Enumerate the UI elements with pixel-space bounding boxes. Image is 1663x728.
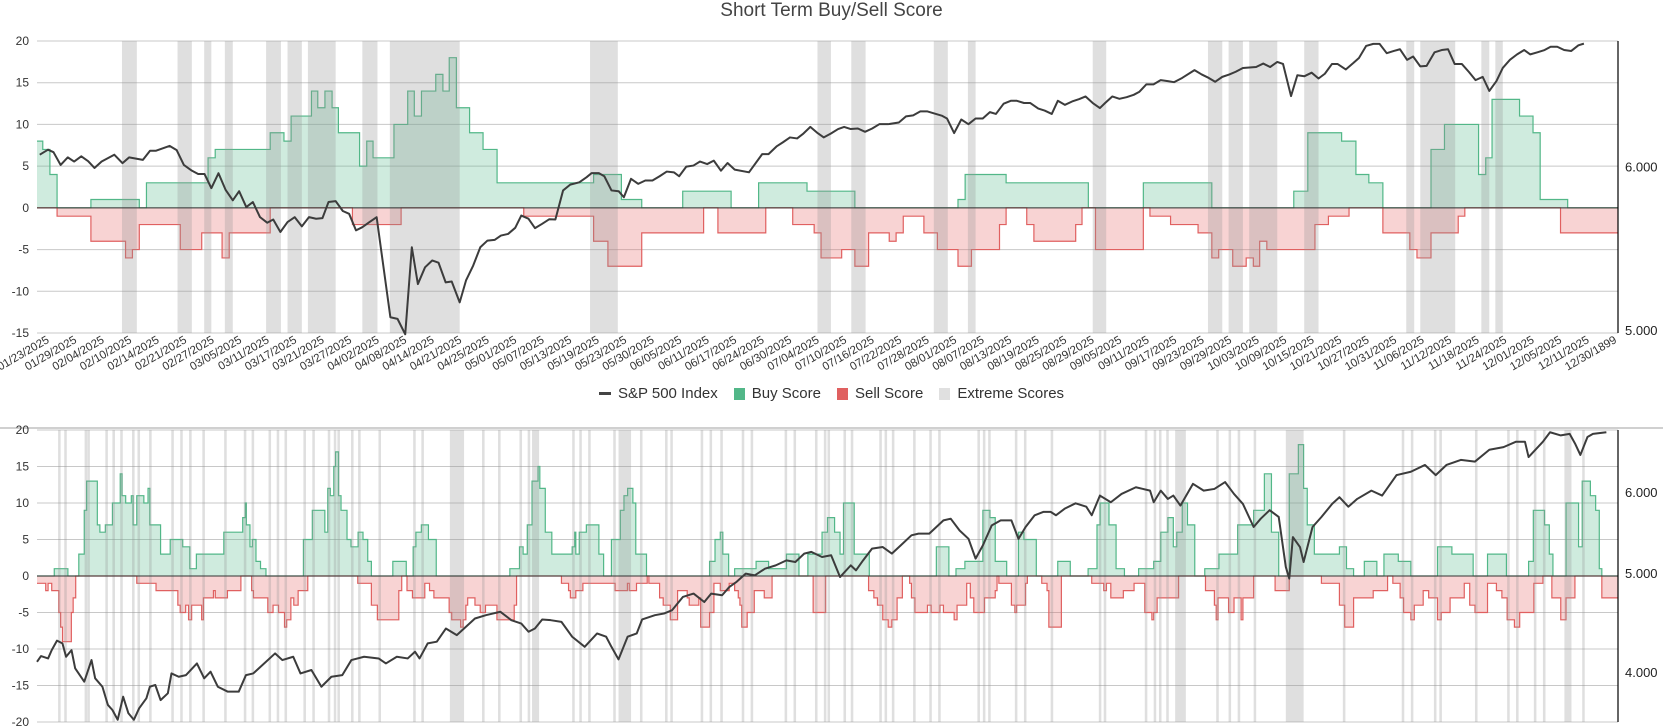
legend-item-sell[interactable]: Sell Score xyxy=(836,385,924,402)
y-tick-label: -20 xyxy=(12,715,30,728)
extreme-score-band xyxy=(307,41,336,333)
extreme-score-band xyxy=(590,41,618,333)
y-tick-label: -5 xyxy=(18,243,29,257)
legend-label: Extreme Scores xyxy=(957,385,1065,402)
extreme-score-band xyxy=(1092,41,1107,333)
buy-score-area xyxy=(37,57,1618,208)
legend-label: Sell Score xyxy=(854,385,924,402)
legend-item-extreme[interactable]: Extreme Scores xyxy=(939,385,1064,402)
legend-item-sp500[interactable]: S&P 500 Index xyxy=(598,385,718,402)
legend-label: Buy Score xyxy=(751,385,821,402)
sp500-line xyxy=(36,431,1607,721)
y-tick-label: 20 xyxy=(16,423,30,437)
bottom-chart: 20 15 10 5 0 -5 -10 -15 -20 6.000 5.000 4.000 xyxy=(12,423,1658,728)
y-tick-label: -5 xyxy=(18,606,29,620)
extreme-score-band xyxy=(1481,41,1490,333)
y-tick-label: -15 xyxy=(12,679,30,693)
y-tick-label: -10 xyxy=(12,642,30,656)
y-tick-label: 0 xyxy=(22,569,29,583)
y-tick-label: 5 xyxy=(22,159,29,173)
right-y-tick-label: 6.000 xyxy=(1625,485,1658,500)
y-tick-label: 5 xyxy=(22,533,29,547)
extreme-score-band xyxy=(287,41,302,333)
extreme-score-band xyxy=(933,41,948,333)
y-tick-label: -10 xyxy=(12,284,30,298)
extreme-score-band xyxy=(266,41,281,333)
buy-score-area xyxy=(37,444,1618,576)
extreme-score-band xyxy=(967,41,976,333)
extreme-score-band xyxy=(362,41,378,333)
y-tick-label: 0 xyxy=(22,201,29,215)
legend: S&P 500 Index Buy Score Sell Score Extre… xyxy=(0,385,1663,402)
extreme-score-band xyxy=(1228,41,1243,333)
legend-item-buy[interactable]: Buy Score xyxy=(733,385,821,402)
extreme-swatch-icon xyxy=(939,387,951,400)
sell-swatch-icon xyxy=(836,387,848,400)
extreme-score-band xyxy=(121,41,137,333)
line-swatch-icon xyxy=(598,392,611,395)
right-y-tick-label: 4.000 xyxy=(1625,665,1658,680)
y-tick-label: 10 xyxy=(16,496,30,510)
right-y-tick-label: 6.000 xyxy=(1625,159,1658,174)
extreme-score-band xyxy=(204,41,212,333)
y-tick-label: 15 xyxy=(16,460,30,474)
extreme-score-band xyxy=(851,41,866,333)
buy-score-line xyxy=(37,57,1618,209)
extreme-score-band xyxy=(389,41,460,333)
extreme-score-band xyxy=(1304,41,1319,333)
extreme-score-band xyxy=(1249,41,1278,333)
extreme-score-band xyxy=(1207,41,1223,333)
y-tick-label: -15 xyxy=(12,326,30,340)
sell-score-area xyxy=(37,576,1618,642)
buy-score-line xyxy=(37,444,1618,577)
right-y-tick-label: 5.000 xyxy=(1625,323,1658,338)
y-tick-label: 20 xyxy=(16,34,30,48)
sell-score-area xyxy=(37,207,1618,267)
extreme-score-band xyxy=(224,41,233,333)
right-y-tick-label: 5.000 xyxy=(1625,566,1658,581)
legend-label: S&P 500 Index xyxy=(617,385,718,402)
extreme-score-band xyxy=(1495,41,1503,333)
extreme-score-band xyxy=(1420,41,1456,333)
chart-title: Short Term Buy/Sell Score xyxy=(720,0,943,21)
extreme-score-band xyxy=(1406,41,1415,333)
extreme-score-band xyxy=(817,41,831,333)
buy-swatch-icon xyxy=(733,387,745,400)
y-tick-label: 15 xyxy=(16,76,30,90)
extreme-score-band xyxy=(177,41,192,333)
y-tick-label: 10 xyxy=(16,117,30,131)
top-chart: 20151050-5-10-156.0005.00001/23/202501/2… xyxy=(0,34,1658,373)
sp500-line xyxy=(39,42,1585,336)
